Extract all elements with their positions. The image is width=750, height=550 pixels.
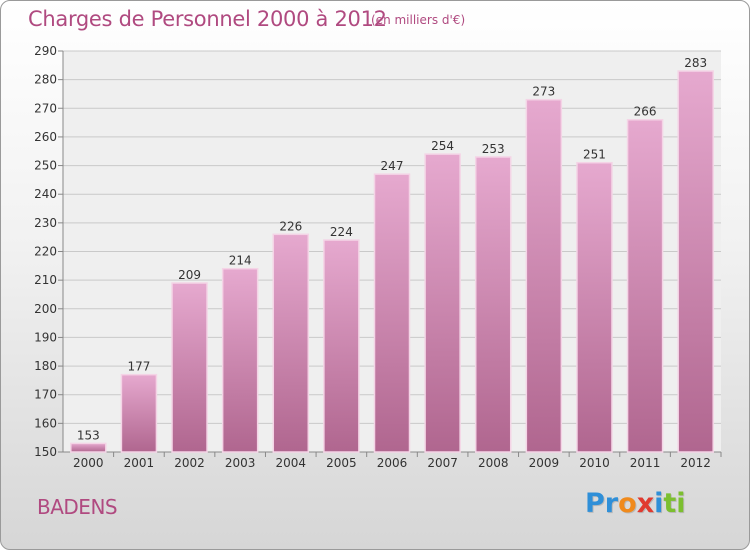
logo-letter: r — [604, 488, 619, 519]
y-tick-label: 180 — [34, 359, 57, 373]
bar — [576, 161, 613, 453]
x-tick-label: 2010 — [579, 456, 610, 470]
logo-letter: i — [676, 488, 686, 519]
x-tick-label: 2009 — [529, 456, 560, 470]
bar-value-label: 153 — [77, 428, 100, 442]
chart-title: Charges de Personnel 2000 à 2012 — [28, 7, 387, 31]
x-tick-label: 2012 — [680, 456, 711, 470]
bar — [677, 70, 714, 453]
bar — [626, 118, 664, 453]
bar-value-label: 283 — [684, 56, 707, 70]
y-tick-label: 190 — [34, 330, 57, 344]
bar-value-label: 254 — [431, 139, 454, 153]
bar-value-label: 247 — [381, 159, 404, 173]
y-tick-label: 250 — [34, 159, 57, 173]
bar — [474, 156, 512, 453]
bar-value-label: 253 — [482, 142, 505, 156]
bar — [272, 233, 310, 453]
bar — [424, 153, 461, 453]
bar-value-label: 266 — [634, 105, 657, 119]
y-tick-label: 170 — [34, 388, 57, 402]
bar — [323, 239, 360, 453]
bar-value-label: 251 — [583, 148, 606, 162]
logo-letter: i — [654, 488, 664, 519]
logo-letter: t — [663, 488, 677, 519]
bar-value-label: 177 — [127, 360, 150, 374]
x-tick-label: 2000 — [73, 456, 104, 470]
x-tick-label: 2007 — [427, 456, 458, 470]
y-tick-label: 270 — [34, 101, 57, 115]
y-tick-label: 160 — [34, 416, 57, 430]
y-tick-label: 260 — [34, 130, 57, 144]
bar — [171, 282, 208, 453]
y-tick-label: 220 — [34, 245, 57, 259]
x-tick-label: 2005 — [326, 456, 357, 470]
y-tick-label: 230 — [34, 216, 57, 230]
x-tick-label: 2006 — [377, 456, 408, 470]
bar-value-label: 273 — [532, 85, 555, 99]
bar — [373, 173, 411, 453]
chart-subtitle: (en milliers d'€) — [371, 13, 466, 27]
y-tick-label: 290 — [34, 44, 57, 58]
logo-letter: x — [636, 488, 655, 519]
bar-value-label: 214 — [229, 254, 252, 268]
bar-value-label: 209 — [178, 268, 201, 282]
proxiti-logo: Proxiti — [585, 488, 686, 519]
y-tick-label: 210 — [34, 273, 57, 287]
town-name: BADENS — [37, 495, 118, 519]
bar — [70, 442, 107, 453]
x-tick-label: 2008 — [478, 456, 509, 470]
x-tick-label: 2002 — [174, 456, 205, 470]
logo-letter: P — [585, 488, 605, 519]
logo-letter: o — [618, 488, 637, 519]
y-tick-label: 280 — [34, 73, 57, 87]
bar-value-label: 224 — [330, 225, 353, 239]
x-tick-label: 2011 — [630, 456, 661, 470]
x-tick-label: 2003 — [225, 456, 256, 470]
y-tick-label: 150 — [34, 445, 57, 459]
bar — [221, 267, 259, 453]
x-tick-label: 2004 — [275, 456, 306, 470]
bar-value-label: 226 — [279, 219, 302, 233]
x-tick-label: 2001 — [124, 456, 155, 470]
y-tick-label: 200 — [34, 302, 57, 316]
bar — [120, 373, 158, 453]
y-tick-label: 240 — [34, 187, 57, 201]
bar — [525, 98, 563, 453]
